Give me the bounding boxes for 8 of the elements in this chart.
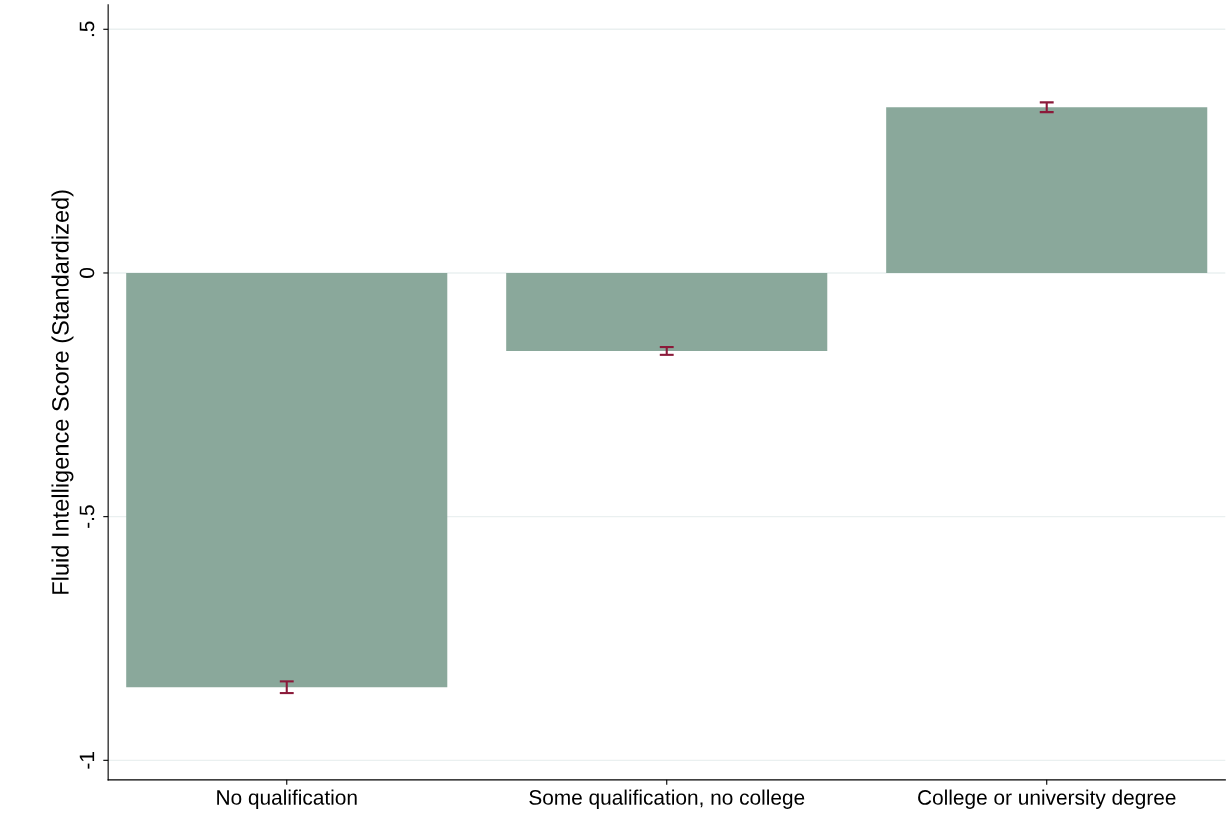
- y-tick-label: -1: [79, 752, 95, 769]
- x-tick-label: Some qualification, no college: [529, 789, 805, 809]
- x-tick-label: College or university degree: [918, 789, 1176, 809]
- y-tick-label: -.5: [79, 505, 95, 528]
- y-tick-label: 0: [79, 267, 95, 278]
- y-tick-label: .5: [79, 21, 95, 37]
- y-axis-title: Fluid Intelligence Score (Standardized): [51, 190, 74, 594]
- x-tick-label: No qualification: [217, 789, 357, 809]
